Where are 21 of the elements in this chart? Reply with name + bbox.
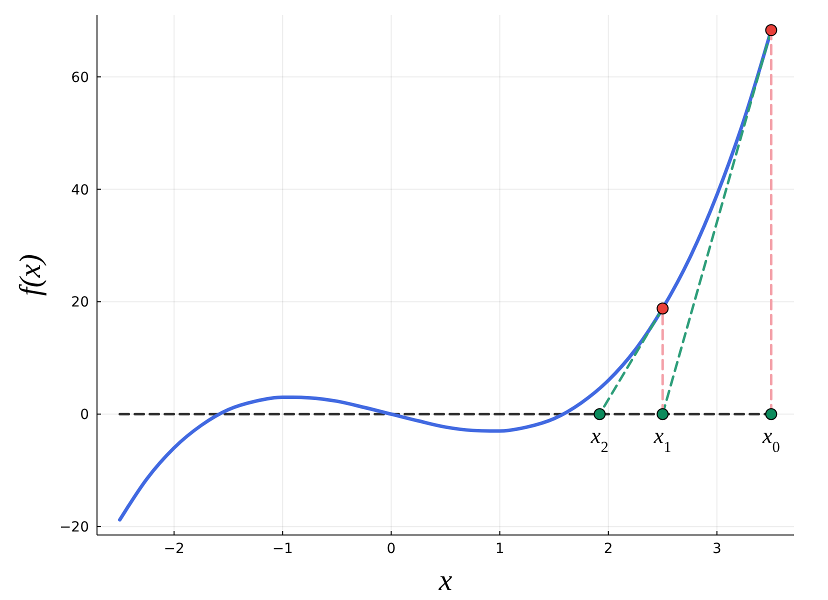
annotation: x$_{1}$	[652, 423, 672, 456]
x-axis-title: x	[438, 564, 453, 597]
point	[594, 408, 606, 420]
point	[656, 408, 669, 420]
point	[765, 24, 778, 36]
x-tick-label: 0	[386, 541, 396, 557]
annotation: x$_{2}$	[590, 423, 608, 456]
y-tick-label: 20	[71, 294, 89, 311]
x-tick-label: 2	[604, 541, 613, 557]
x-tick-label: 3	[712, 541, 722, 557]
x-tick-label: −1	[272, 541, 293, 557]
y-tick-label: 0	[80, 407, 89, 424]
y-axis-title: f(x)	[14, 254, 47, 296]
y-tick-label: 60	[71, 70, 89, 86]
x-tick-label: 1	[495, 541, 504, 557]
y-tick-label: −20	[59, 520, 89, 536]
y-tick-label: 40	[71, 182, 89, 198]
x-tick-label: −2	[164, 541, 184, 557]
point	[656, 302, 669, 314]
annotation: x$_{0}$	[761, 423, 780, 456]
point	[765, 408, 778, 420]
